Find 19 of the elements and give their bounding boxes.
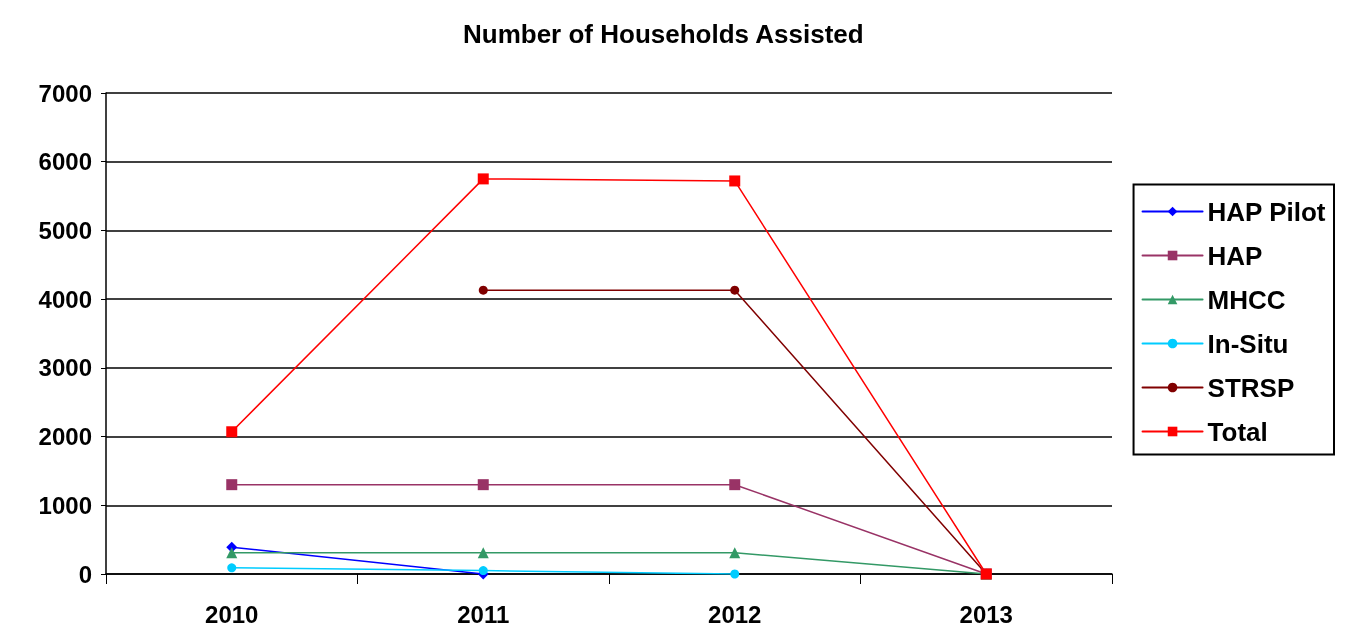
legend-label: STRSP: [1207, 372, 1295, 403]
x-tick-label: 2013: [959, 600, 1013, 628]
x-tick-label: 2010: [205, 600, 259, 628]
y-tick-label: 6000: [38, 148, 92, 176]
y-tick-label: 0: [78, 560, 92, 588]
y-tick-label: 3000: [38, 354, 92, 382]
legend-label: HAP Pilot: [1207, 196, 1326, 227]
y-tick-label: 4000: [38, 285, 92, 313]
chart-title: Number of Households Assisted: [463, 19, 864, 49]
legend-label: In-Situ: [1207, 328, 1289, 359]
legend-label: HAP: [1207, 240, 1263, 271]
y-tick-label: 1000: [38, 491, 92, 519]
legend-label: Total: [1207, 416, 1268, 447]
x-tick-label: 2011: [457, 600, 510, 628]
y-tick-label: 5000: [38, 216, 92, 244]
legend-label: MHCC: [1207, 284, 1286, 315]
x-tick-label: 2012: [708, 600, 762, 628]
y-tick-label: 7000: [38, 79, 92, 107]
y-tick-label: 2000: [38, 423, 92, 451]
